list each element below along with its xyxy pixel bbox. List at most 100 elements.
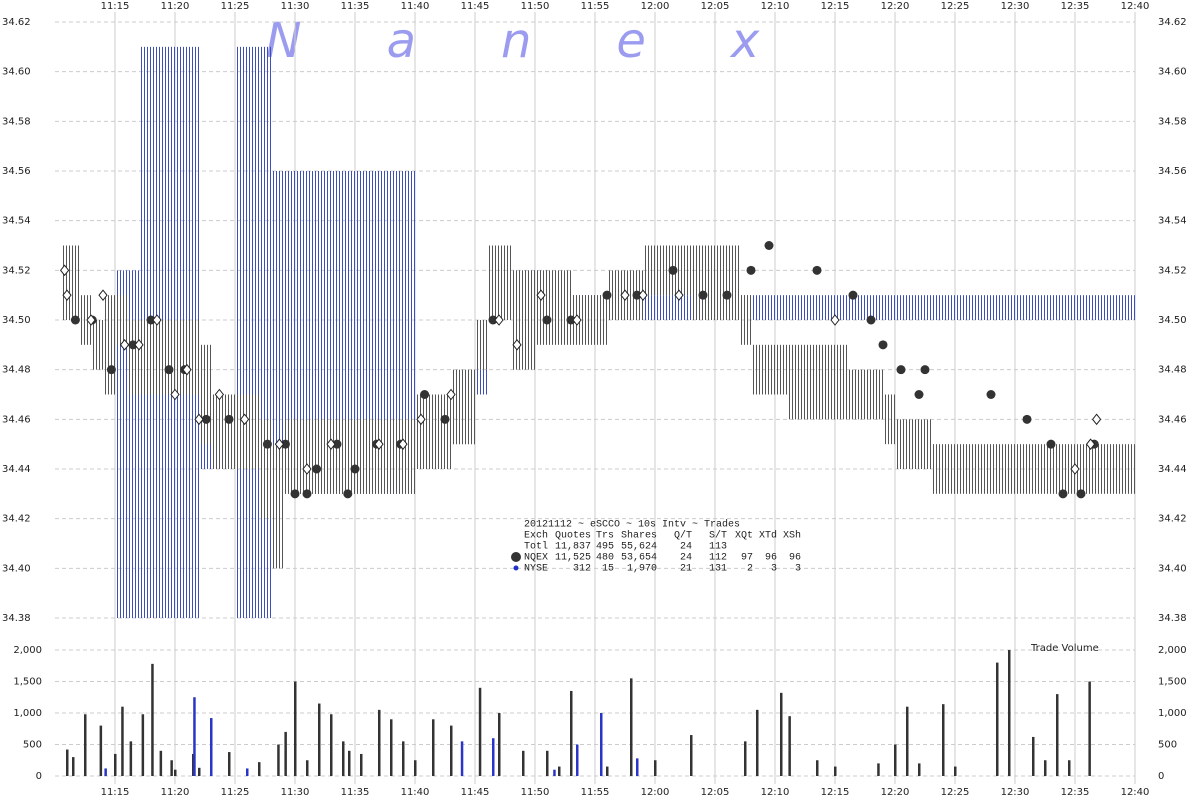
stats-header: Q/T [674,530,692,542]
quote-band [103,295,115,395]
x-tick-label: 12:40 [1121,1,1150,12]
trade [106,365,116,375]
volume-bar [72,757,75,776]
trade [262,439,272,449]
trade [290,489,300,499]
trade [572,314,582,326]
trade [698,290,708,300]
trade [1091,413,1102,426]
stats-header: XTd [759,530,777,542]
trade [722,290,732,300]
volume-bar [99,725,103,776]
trade [332,439,342,449]
trade [848,290,858,300]
trade [866,315,876,325]
quote-band [751,344,787,395]
y-tick-label: 34.42 [1158,514,1187,525]
y-tick-label: 34.40 [1158,563,1187,574]
quote-band [283,419,415,494]
volume-bar [636,758,639,776]
y-tick-label: 34.44 [2,464,31,475]
trade [746,265,756,275]
trade [920,365,930,375]
quote-band [739,295,751,345]
y-tick-label: 34.50 [2,315,31,326]
quote-band [127,320,199,395]
quote-band [883,394,895,445]
volume-bar [553,769,556,776]
stats-cell: 3 [771,564,777,575]
trade [1022,414,1032,424]
trade [420,390,430,399]
volume-bar [129,741,133,776]
stats-cell: 495 [596,542,614,553]
volume-bar [576,744,579,776]
volume-bar [630,678,633,776]
quote-band [691,245,739,320]
stats-header: XSh [783,530,801,542]
stats-title: 20121112 ~ eSCCO ~ 10s Intv ~ Trades [524,519,740,531]
stats-header: S/T [709,530,727,542]
trade [986,390,996,399]
x-tick-label: 11:30 [281,1,310,12]
x-tick-label: 11:50 [521,1,550,12]
quote-band [547,295,1135,320]
trade [668,265,678,275]
y-tick-label: 34.62 [2,17,31,28]
volume-bar [1068,760,1071,776]
volume-bar [906,706,909,776]
x-tick-label: 12:30 [1001,787,1030,798]
stats-cell: 24 [680,553,692,564]
trade [830,314,840,326]
y-tick-label: 34.46 [1158,414,1187,425]
volume-bar [744,741,747,776]
trade [1058,489,1068,499]
volume-bar [348,750,351,776]
x-tick-label: 11:35 [341,1,370,12]
x-tick-label: 12:35 [1061,1,1090,12]
volume-bar [522,750,525,776]
x-tick-label: 11:40 [401,787,430,798]
volume-bar [450,725,453,776]
trade [312,464,322,474]
quote-band [475,369,487,395]
trade [1046,439,1056,449]
quote-band [931,444,1135,494]
volume-bar [121,706,124,776]
trade [878,340,888,350]
v-tick-label: 1,500 [13,677,42,688]
volume-bar [402,741,405,776]
stats-cell: Totl [524,541,548,553]
volume-bar [114,753,117,776]
trade [896,365,906,375]
trade [164,365,174,375]
stats-cell: 53,654 [621,553,657,564]
trade [674,289,684,301]
trade [170,388,180,401]
volume-bar [558,766,561,776]
volume-bar [460,741,464,776]
trade [274,438,285,450]
y-tick-label: 34.52 [2,265,31,276]
volume-bar [318,703,321,776]
x-tick-label: 12:10 [761,787,790,798]
y-tick-label: 34.60 [1158,67,1187,78]
stats-cell: 112 [709,553,727,564]
x-tick-label: 12:40 [1121,787,1150,798]
volume-bar [654,760,657,776]
quote-band [271,444,283,569]
trade [1085,438,1096,450]
volume-bar [942,704,945,776]
legend-marker [513,565,519,571]
trade [1070,463,1080,475]
trade [536,289,546,301]
x-tick-label: 12:35 [1061,787,1090,798]
trade [201,414,211,424]
trade [494,314,504,326]
volume-bar [284,731,287,776]
trade [374,438,384,450]
volume-bar [606,766,609,776]
trade [134,339,144,351]
v-tick-label: 2,000 [13,645,42,656]
x-tick-label: 11:45 [461,787,490,798]
